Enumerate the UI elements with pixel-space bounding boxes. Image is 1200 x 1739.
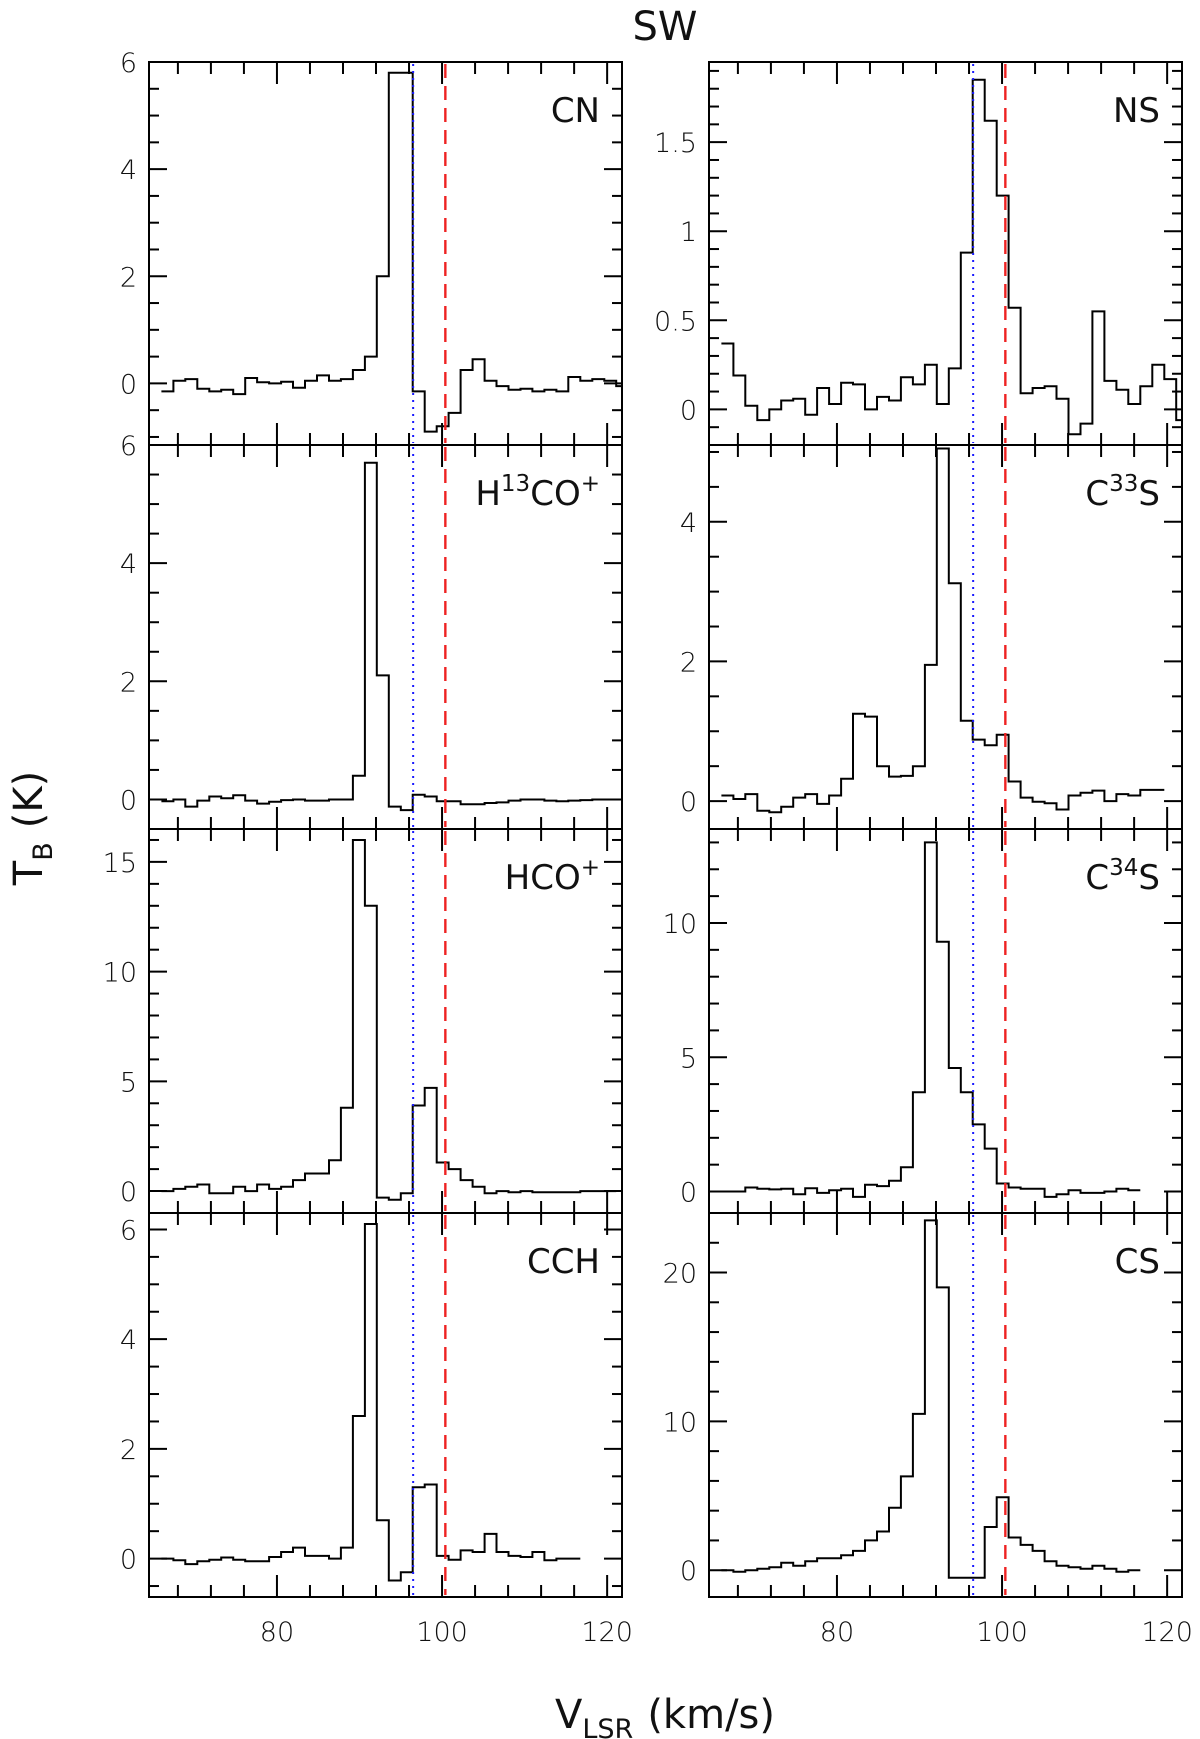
y-tick-label: 4 [120,155,137,186]
spectrum-c33s [721,447,1165,814]
panel-c33s: 0 2 4 C33S [680,444,1183,830]
y-axis-label: TB (K) [6,771,59,886]
spectrum-cch [161,1223,581,1582]
panel-label-ns: NS [1113,91,1160,131]
y-tick-label: 4 [120,549,137,580]
y-tick-label: 0 [680,1556,697,1587]
y-tick-label: 0 [680,395,697,426]
x-axis-label-main: V [555,1692,583,1738]
y-tick-label: 15 [103,848,137,879]
panel-label-cs: CS [1115,1242,1160,1282]
y-tick-label: 0 [680,787,697,818]
panel-c34s: 0 5 10 C34S [663,828,1183,1214]
spectrum-cn [161,71,622,433]
y-tick-label: 6 [120,48,137,79]
y-tick-label: 1.5 [654,128,697,159]
panel-hcop: 0 5 10 15 HCO+ [103,828,623,1214]
spectrum-c34s [721,841,1141,1198]
panel-h13cop: 0 2 4 6 H13CO+ [120,431,623,830]
spectrum-h13cop [161,461,622,812]
x-tick-label: 100 [976,1617,1028,1648]
panel-cs: 0 10 20 CS 80 100 120 [663,1212,1193,1648]
y-tick-label: 0 [680,1178,697,1209]
figure-title: SW [633,4,698,50]
y-tick-label: 10 [663,1407,697,1438]
spectrum-hcop [161,839,617,1201]
y-tick-label: 4 [680,508,697,539]
y-tick-label: 0 [120,1545,137,1576]
y-axis-label-units: (K) [6,771,52,828]
x-axis-label-sub: LSR [582,1714,633,1739]
y-tick-label: 5 [680,1043,697,1074]
y-tick-label: 0 [120,369,137,400]
y-tick-label: 2 [120,1435,137,1466]
y-tick-label: 1 [680,217,697,248]
x-tick-label: 80 [820,1617,854,1648]
x-axis-label-units: (km/s) [647,1692,775,1738]
svg-text:VLSR(km/s): VLSR (km/s) [555,1692,775,1739]
x-tick-label: 120 [581,1617,633,1648]
panel-frame [708,61,1183,446]
panel-label-h13cop: H13CO+ [475,471,600,514]
x-axis-label: VLSR (km/s) [555,1692,775,1739]
x-tick-label: 80 [260,1617,294,1648]
y-tick-label: 0 [120,1177,137,1208]
y-axis-label-main: T [6,860,52,886]
panel-cn: 0 2 4 6 CN [120,48,623,446]
panel-frame [708,828,1183,1214]
y-tick-label: 2 [680,647,697,678]
panel-label-c34s: C34S [1085,855,1160,898]
y-axis-label-sub: B [28,842,59,861]
panel-ns: 0 0.5 1 1.5 NS [654,61,1183,446]
panel-label-hcop: HCO+ [505,855,600,898]
y-tick-label: 10 [663,909,697,940]
panel-label-c33s: C33S [1085,471,1160,514]
panel-cch: 0 2 4 6 CCH 80 100 120 [120,1212,633,1648]
y-tick-label: 0.5 [654,306,697,337]
y-tick-label: 10 [103,958,137,989]
y-tick-label: 6 [120,1215,137,1246]
panel-label-cch: CCH [527,1242,600,1282]
panel-frame [148,1212,623,1598]
spectrum-ns [721,78,1182,436]
panel-frame [708,1212,1183,1598]
y-tick-label: 2 [120,262,137,293]
y-tick-label: 6 [120,431,137,462]
y-tick-label: 20 [663,1259,697,1290]
panel-frame [708,444,1183,830]
panel-grid: 0 2 4 6 CN 0 0.5 1 1.5 NS 0 2 4 6 H13CO+ 0 2 4 C33S 0 5 10 15 H… [103,48,1193,1648]
svg-text:TB(K): TB (K) [6,771,59,886]
spectrum-cs [721,1219,1141,1579]
y-tick-label: 0 [120,785,137,816]
x-tick-label: 120 [1141,1617,1193,1648]
y-tick-label: 4 [120,1325,137,1356]
panel-label-cn: CN [551,91,600,131]
x-tick-label: 100 [416,1617,468,1648]
y-tick-label: 2 [120,667,137,698]
y-tick-label: 5 [120,1067,137,1098]
